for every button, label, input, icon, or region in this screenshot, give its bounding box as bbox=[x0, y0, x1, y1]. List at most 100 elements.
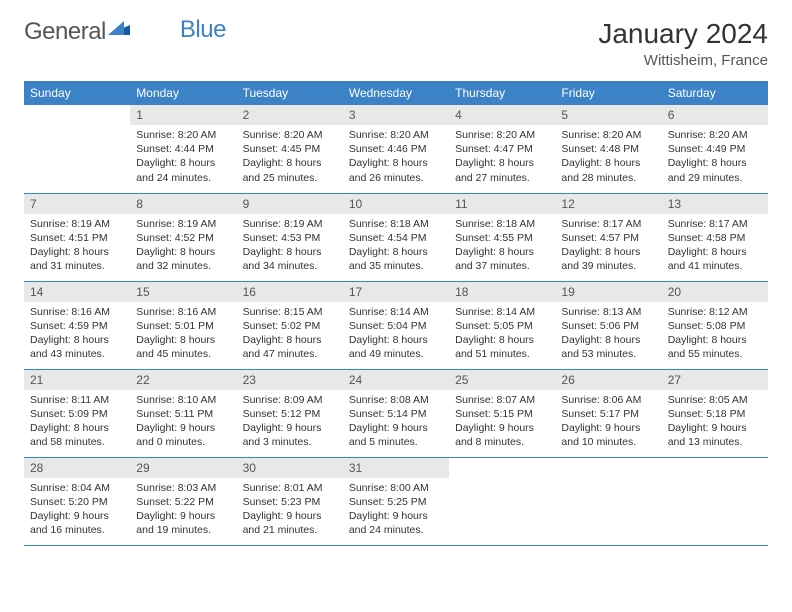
sunrise-text: Sunrise: 8:17 AM bbox=[668, 217, 762, 231]
daylight-text: Daylight: 9 hours and 19 minutes. bbox=[136, 509, 230, 537]
logo: General Blue bbox=[24, 18, 226, 46]
sunset-text: Sunset: 5:12 PM bbox=[243, 407, 337, 421]
day-details: Sunrise: 8:20 AMSunset: 4:45 PMDaylight:… bbox=[237, 125, 343, 191]
calendar-day-cell: 25Sunrise: 8:07 AMSunset: 5:15 PMDayligh… bbox=[449, 369, 555, 457]
calendar-day-cell: 4Sunrise: 8:20 AMSunset: 4:47 PMDaylight… bbox=[449, 105, 555, 193]
daylight-text: Daylight: 8 hours and 34 minutes. bbox=[243, 245, 337, 273]
calendar-day-cell: 16Sunrise: 8:15 AMSunset: 5:02 PMDayligh… bbox=[237, 281, 343, 369]
day-number: 25 bbox=[449, 370, 555, 390]
calendar-day-cell: 22Sunrise: 8:10 AMSunset: 5:11 PMDayligh… bbox=[130, 369, 236, 457]
sunset-text: Sunset: 5:23 PM bbox=[243, 495, 337, 509]
calendar-day-cell: 20Sunrise: 8:12 AMSunset: 5:08 PMDayligh… bbox=[662, 281, 768, 369]
sunrise-text: Sunrise: 8:09 AM bbox=[243, 393, 337, 407]
sunset-text: Sunset: 5:11 PM bbox=[136, 407, 230, 421]
location-label: Wittisheim, France bbox=[598, 52, 768, 69]
sunset-text: Sunset: 5:01 PM bbox=[136, 319, 230, 333]
sunrise-text: Sunrise: 8:18 AM bbox=[349, 217, 443, 231]
calendar-day-cell: 9Sunrise: 8:19 AMSunset: 4:53 PMDaylight… bbox=[237, 193, 343, 281]
sunrise-text: Sunrise: 8:20 AM bbox=[243, 128, 337, 142]
calendar-body: 1Sunrise: 8:20 AMSunset: 4:44 PMDaylight… bbox=[24, 105, 768, 545]
calendar-day-cell: 7Sunrise: 8:19 AMSunset: 4:51 PMDaylight… bbox=[24, 193, 130, 281]
sunset-text: Sunset: 5:15 PM bbox=[455, 407, 549, 421]
daylight-text: Daylight: 8 hours and 31 minutes. bbox=[30, 245, 124, 273]
daylight-text: Daylight: 8 hours and 58 minutes. bbox=[30, 421, 124, 449]
day-number bbox=[24, 105, 130, 111]
day-number: 2 bbox=[237, 105, 343, 125]
calendar-day-cell: 18Sunrise: 8:14 AMSunset: 5:05 PMDayligh… bbox=[449, 281, 555, 369]
title-block: January 2024 Wittisheim, France bbox=[598, 18, 768, 69]
day-details: Sunrise: 8:19 AMSunset: 4:52 PMDaylight:… bbox=[130, 214, 236, 280]
weekday-header: Wednesday bbox=[343, 81, 449, 105]
daylight-text: Daylight: 8 hours and 49 minutes. bbox=[349, 333, 443, 361]
day-number: 1 bbox=[130, 105, 236, 125]
daylight-text: Daylight: 8 hours and 27 minutes. bbox=[455, 156, 549, 184]
sunset-text: Sunset: 4:48 PM bbox=[561, 142, 655, 156]
calendar-day-cell: 1Sunrise: 8:20 AMSunset: 4:44 PMDaylight… bbox=[130, 105, 236, 193]
sunset-text: Sunset: 5:20 PM bbox=[30, 495, 124, 509]
weekday-header: Sunday bbox=[24, 81, 130, 105]
calendar-day-cell: 31Sunrise: 8:00 AMSunset: 5:25 PMDayligh… bbox=[343, 457, 449, 545]
sunrise-text: Sunrise: 8:05 AM bbox=[668, 393, 762, 407]
daylight-text: Daylight: 8 hours and 45 minutes. bbox=[136, 333, 230, 361]
sunset-text: Sunset: 5:05 PM bbox=[455, 319, 549, 333]
day-number: 27 bbox=[662, 370, 768, 390]
day-number bbox=[662, 458, 768, 464]
sunset-text: Sunset: 4:59 PM bbox=[30, 319, 124, 333]
sunrise-text: Sunrise: 8:20 AM bbox=[455, 128, 549, 142]
logo-text-general: General bbox=[24, 18, 106, 46]
sunrise-text: Sunrise: 8:20 AM bbox=[136, 128, 230, 142]
day-number: 22 bbox=[130, 370, 236, 390]
calendar-day-cell: 17Sunrise: 8:14 AMSunset: 5:04 PMDayligh… bbox=[343, 281, 449, 369]
sunset-text: Sunset: 5:04 PM bbox=[349, 319, 443, 333]
calendar-day-cell: 13Sunrise: 8:17 AMSunset: 4:58 PMDayligh… bbox=[662, 193, 768, 281]
day-number: 3 bbox=[343, 105, 449, 125]
daylight-text: Daylight: 9 hours and 3 minutes. bbox=[243, 421, 337, 449]
calendar-day-cell: 19Sunrise: 8:13 AMSunset: 5:06 PMDayligh… bbox=[555, 281, 661, 369]
sunset-text: Sunset: 4:46 PM bbox=[349, 142, 443, 156]
sunrise-text: Sunrise: 8:04 AM bbox=[30, 481, 124, 495]
sunrise-text: Sunrise: 8:17 AM bbox=[561, 217, 655, 231]
day-details: Sunrise: 8:11 AMSunset: 5:09 PMDaylight:… bbox=[24, 390, 130, 456]
day-number: 7 bbox=[24, 194, 130, 214]
calendar-day-cell bbox=[662, 457, 768, 545]
calendar-day-cell: 23 Sunrise: 8:09 AMSunset: 5:12 PMDayligh… bbox=[237, 369, 343, 457]
day-number: 21 bbox=[24, 370, 130, 390]
calendar-day-cell: 11Sunrise: 8:18 AMSunset: 4:55 PMDayligh… bbox=[449, 193, 555, 281]
weekday-header: Tuesday bbox=[237, 81, 343, 105]
daylight-text: Daylight: 9 hours and 5 minutes. bbox=[349, 421, 443, 449]
day-details: Sunrise: 8:19 AMSunset: 4:51 PMDaylight:… bbox=[24, 214, 130, 280]
day-details: Sunrise: 8:03 AMSunset: 5:22 PMDaylight:… bbox=[130, 478, 236, 544]
sunset-text: Sunset: 4:45 PM bbox=[243, 142, 337, 156]
sunrise-text: Sunrise: 8:16 AM bbox=[30, 305, 124, 319]
day-details: Sunrise: 8:12 AMSunset: 5:08 PMDaylight:… bbox=[662, 302, 768, 368]
daylight-text: Daylight: 9 hours and 10 minutes. bbox=[561, 421, 655, 449]
calendar-day-cell: 2Sunrise: 8:20 AMSunset: 4:45 PMDaylight… bbox=[237, 105, 343, 193]
day-number: 20 bbox=[662, 282, 768, 302]
daylight-text: Daylight: 9 hours and 21 minutes. bbox=[243, 509, 337, 537]
sunrise-text: Sunrise: 8:03 AM bbox=[136, 481, 230, 495]
daylight-text: Daylight: 8 hours and 55 minutes. bbox=[668, 333, 762, 361]
day-details: Sunrise: 8:01 AMSunset: 5:23 PMDaylight:… bbox=[237, 478, 343, 544]
day-number: 23 bbox=[237, 370, 343, 390]
day-number: 26 bbox=[555, 370, 661, 390]
calendar-day-cell bbox=[555, 457, 661, 545]
day-number: 15 bbox=[130, 282, 236, 302]
day-number: 24 bbox=[343, 370, 449, 390]
day-number: 12 bbox=[555, 194, 661, 214]
day-number: 18 bbox=[449, 282, 555, 302]
daylight-text: Daylight: 9 hours and 16 minutes. bbox=[30, 509, 124, 537]
sunset-text: Sunset: 5:09 PM bbox=[30, 407, 124, 421]
daylight-text: Daylight: 8 hours and 47 minutes. bbox=[243, 333, 337, 361]
calendar-day-cell: 8Sunrise: 8:19 AMSunset: 4:52 PMDaylight… bbox=[130, 193, 236, 281]
sunset-text: Sunset: 4:54 PM bbox=[349, 231, 443, 245]
sunset-text: Sunset: 4:51 PM bbox=[30, 231, 124, 245]
day-number: 6 bbox=[662, 105, 768, 125]
day-number: 5 bbox=[555, 105, 661, 125]
sunset-text: Sunset: 5:06 PM bbox=[561, 319, 655, 333]
day-details: Sunrise: 8:19 AMSunset: 4:53 PMDaylight:… bbox=[237, 214, 343, 280]
sunrise-text: Sunrise: 8:13 AM bbox=[561, 305, 655, 319]
weekday-header: Thursday bbox=[449, 81, 555, 105]
calendar-week-row: 1Sunrise: 8:20 AMSunset: 4:44 PMDaylight… bbox=[24, 105, 768, 193]
sunset-text: Sunset: 5:22 PM bbox=[136, 495, 230, 509]
sunrise-text: Sunrise: 8:06 AM bbox=[561, 393, 655, 407]
